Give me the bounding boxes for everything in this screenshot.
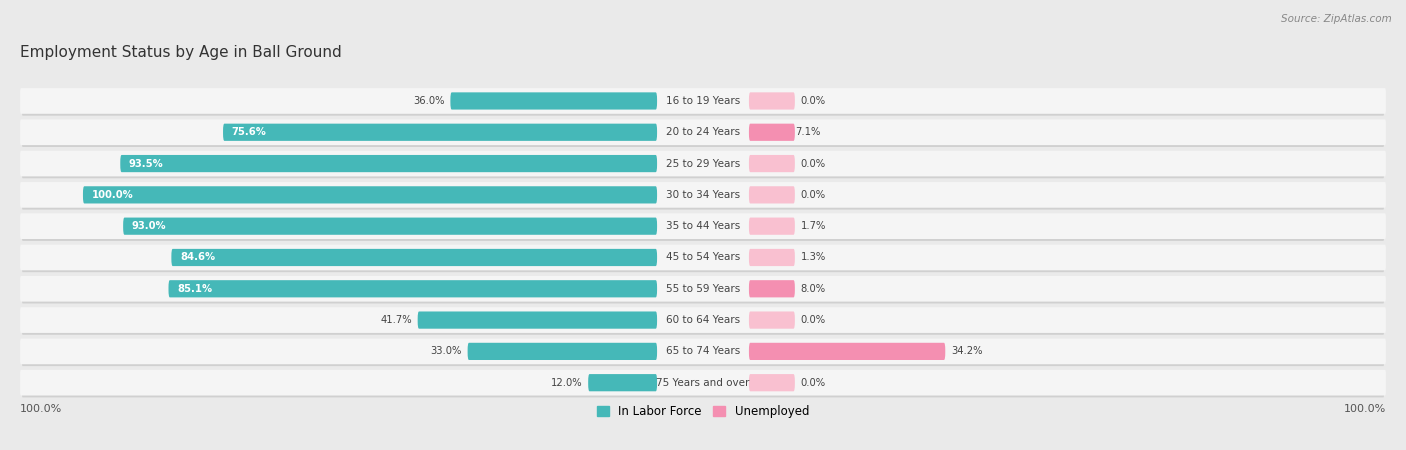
Text: 45 to 54 Years: 45 to 54 Years	[666, 252, 740, 262]
Text: 0.0%: 0.0%	[800, 378, 825, 388]
FancyBboxPatch shape	[22, 247, 1384, 272]
Text: 16 to 19 Years: 16 to 19 Years	[666, 96, 740, 106]
Text: 20 to 24 Years: 20 to 24 Years	[666, 127, 740, 137]
FancyBboxPatch shape	[20, 370, 1386, 396]
Text: 36.0%: 36.0%	[413, 96, 444, 106]
FancyBboxPatch shape	[22, 278, 1384, 303]
FancyBboxPatch shape	[22, 309, 1384, 335]
FancyBboxPatch shape	[22, 153, 1384, 178]
Text: 75 Years and over: 75 Years and over	[657, 378, 749, 388]
FancyBboxPatch shape	[22, 90, 1384, 116]
FancyBboxPatch shape	[749, 249, 794, 266]
Text: 100.0%: 100.0%	[1344, 404, 1386, 414]
FancyBboxPatch shape	[169, 280, 657, 297]
Text: 0.0%: 0.0%	[800, 190, 825, 200]
FancyBboxPatch shape	[20, 182, 1386, 208]
Text: 60 to 64 Years: 60 to 64 Years	[666, 315, 740, 325]
FancyBboxPatch shape	[20, 88, 1386, 114]
FancyBboxPatch shape	[20, 151, 1386, 176]
FancyBboxPatch shape	[418, 311, 657, 328]
FancyBboxPatch shape	[468, 343, 657, 360]
FancyBboxPatch shape	[22, 122, 1384, 147]
Text: 30 to 34 Years: 30 to 34 Years	[666, 190, 740, 200]
FancyBboxPatch shape	[22, 215, 1384, 241]
FancyBboxPatch shape	[20, 338, 1386, 364]
Text: 93.0%: 93.0%	[132, 221, 166, 231]
FancyBboxPatch shape	[22, 341, 1384, 366]
FancyBboxPatch shape	[749, 92, 794, 109]
FancyBboxPatch shape	[172, 249, 657, 266]
Text: 75.6%: 75.6%	[232, 127, 267, 137]
Text: 33.0%: 33.0%	[430, 346, 461, 356]
FancyBboxPatch shape	[749, 374, 794, 392]
FancyBboxPatch shape	[121, 155, 657, 172]
FancyBboxPatch shape	[83, 186, 657, 203]
Text: 12.0%: 12.0%	[551, 378, 582, 388]
Text: 8.0%: 8.0%	[800, 284, 825, 294]
Text: Source: ZipAtlas.com: Source: ZipAtlas.com	[1281, 14, 1392, 23]
FancyBboxPatch shape	[20, 213, 1386, 239]
Text: 55 to 59 Years: 55 to 59 Years	[666, 284, 740, 294]
Text: 1.7%: 1.7%	[800, 221, 825, 231]
Legend: In Labor Force, Unemployed: In Labor Force, Unemployed	[592, 400, 814, 423]
Text: 84.6%: 84.6%	[180, 252, 215, 262]
FancyBboxPatch shape	[450, 92, 657, 109]
Text: 93.5%: 93.5%	[129, 158, 163, 169]
FancyBboxPatch shape	[20, 307, 1386, 333]
FancyBboxPatch shape	[749, 280, 794, 297]
Text: 85.1%: 85.1%	[177, 284, 212, 294]
Text: 0.0%: 0.0%	[800, 158, 825, 169]
Text: 100.0%: 100.0%	[20, 404, 62, 414]
Text: 0.0%: 0.0%	[800, 315, 825, 325]
FancyBboxPatch shape	[749, 124, 794, 141]
FancyBboxPatch shape	[22, 372, 1384, 397]
FancyBboxPatch shape	[20, 245, 1386, 270]
FancyBboxPatch shape	[588, 374, 657, 392]
Text: 65 to 74 Years: 65 to 74 Years	[666, 346, 740, 356]
Text: 25 to 29 Years: 25 to 29 Years	[666, 158, 740, 169]
Text: 100.0%: 100.0%	[91, 190, 134, 200]
FancyBboxPatch shape	[749, 155, 794, 172]
Text: Employment Status by Age in Ball Ground: Employment Status by Age in Ball Ground	[20, 45, 342, 60]
FancyBboxPatch shape	[749, 186, 794, 203]
FancyBboxPatch shape	[749, 217, 794, 235]
FancyBboxPatch shape	[124, 217, 657, 235]
Text: 1.3%: 1.3%	[800, 252, 825, 262]
Text: 35 to 44 Years: 35 to 44 Years	[666, 221, 740, 231]
FancyBboxPatch shape	[749, 343, 945, 360]
FancyBboxPatch shape	[20, 276, 1386, 302]
FancyBboxPatch shape	[22, 184, 1384, 210]
FancyBboxPatch shape	[749, 311, 794, 328]
FancyBboxPatch shape	[20, 119, 1386, 145]
Text: 7.1%: 7.1%	[796, 127, 821, 137]
Text: 34.2%: 34.2%	[950, 346, 983, 356]
FancyBboxPatch shape	[224, 124, 657, 141]
Text: 41.7%: 41.7%	[380, 315, 412, 325]
Text: 0.0%: 0.0%	[800, 96, 825, 106]
